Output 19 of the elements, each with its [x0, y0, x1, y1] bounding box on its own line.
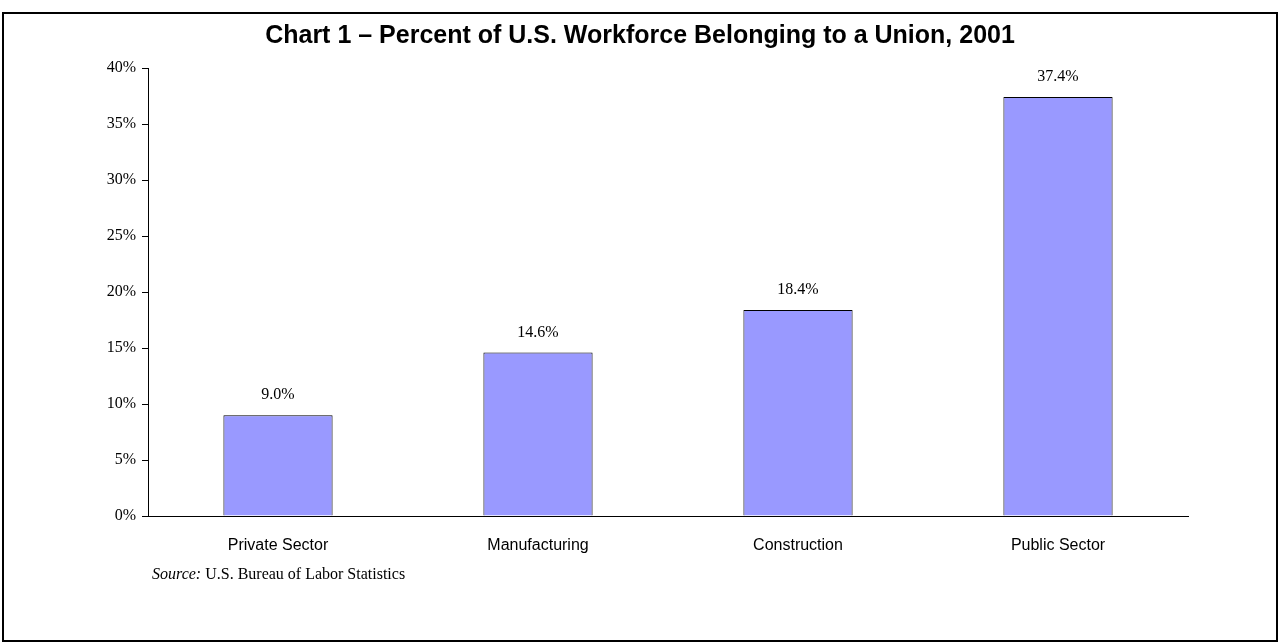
source-note: Source: U.S. Bureau of Labor Statistics	[152, 565, 406, 583]
y-tick-label: 0%	[114, 506, 136, 524]
y-tick-label: 40%	[106, 58, 136, 76]
x-tick-label: Private Sector	[227, 536, 329, 554]
data-label: 14.6%	[517, 322, 559, 340]
y-tick-label: 30%	[106, 170, 136, 188]
y-tick-label: 25%	[106, 226, 136, 244]
y-tick-label: 10%	[106, 394, 136, 412]
y-tick-label: 35%	[106, 114, 136, 132]
data-label: 37.4%	[1037, 67, 1079, 85]
data-label: 18.4%	[777, 280, 819, 298]
y-tick-label: 20%	[106, 282, 136, 300]
y-tick-label: 5%	[114, 450, 136, 468]
x-tick-label: Public Sector	[1010, 536, 1106, 554]
x-tick-label: Construction	[753, 536, 843, 554]
x-tick-label: Manufacturing	[487, 536, 589, 554]
y-tick-label: 15%	[106, 338, 136, 356]
data-label: 9.0%	[261, 385, 295, 403]
chart-title: Chart 1 – Percent of U.S. Workforce Belonging to a Union, 2001	[264, 20, 1016, 49]
